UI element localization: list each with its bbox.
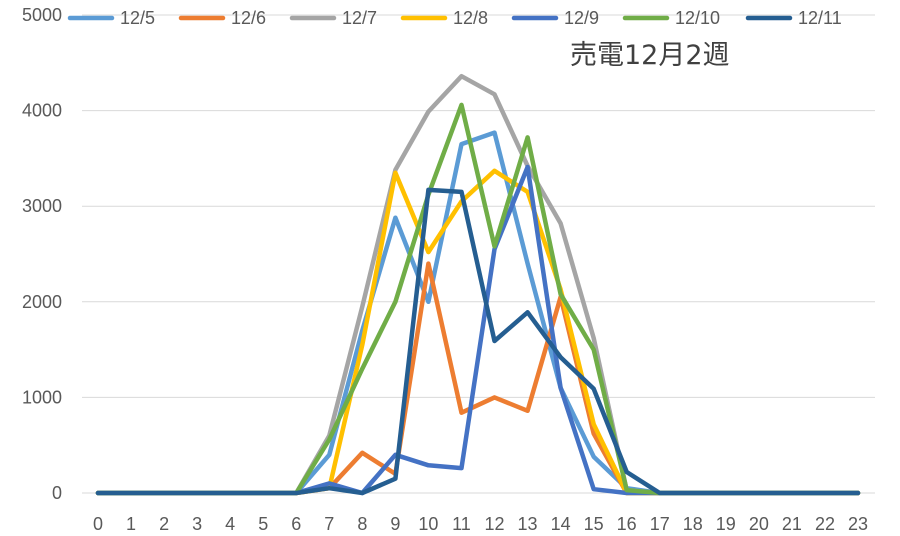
x-tick-label: 1 <box>126 514 136 534</box>
legend-item: 12/5 <box>67 8 155 28</box>
x-tick-label: 12 <box>485 514 505 534</box>
x-tick-label: 5 <box>258 514 268 534</box>
legend-label: 12/7 <box>342 8 377 28</box>
legend-item: 12/7 <box>289 8 377 28</box>
series-line-12-8 <box>95 168 861 496</box>
x-tick-label: 19 <box>716 514 736 534</box>
legend-label: 12/5 <box>120 8 155 28</box>
x-tick-label: 8 <box>357 514 367 534</box>
x-axis: 0 1 2 3 4 5 6 7 8 9 10 11 12 13 14 15 16 17 18 19 20 21 22 23 <box>93 514 868 534</box>
x-tick-label: 16 <box>617 514 637 534</box>
y-tick-label: 5000 <box>22 5 62 25</box>
y-axis: 0 1000 2000 3000 4000 5000 <box>22 5 62 503</box>
series-line-12-11 <box>95 187 861 496</box>
y-tick-label: 3000 <box>22 196 62 216</box>
x-tick-label: 11 <box>452 514 471 534</box>
x-tick-label: 23 <box>848 514 868 534</box>
x-tick-label: 22 <box>815 514 835 534</box>
y-tick-label: 1000 <box>22 387 62 407</box>
legend-label: 12/10 <box>675 8 720 28</box>
chart-title: 売電12月2週 <box>570 40 730 71</box>
legend-label: 12/11 <box>798 8 842 28</box>
x-tick-label: 9 <box>390 514 400 534</box>
x-tick-label: 6 <box>291 514 301 534</box>
legend-item: 12/8 <box>400 8 488 28</box>
legend-item: 12/11 <box>745 8 842 28</box>
series-line-12-6 <box>95 261 861 496</box>
x-tick-label: 10 <box>418 514 438 534</box>
series-line-12-10 <box>95 102 861 496</box>
x-tick-label: 7 <box>324 514 334 534</box>
legend-item: 12/10 <box>622 8 720 28</box>
y-tick-label: 2000 <box>22 292 62 312</box>
legend-label: 12/9 <box>564 8 599 28</box>
x-tick-label: 0 <box>93 514 103 534</box>
legend-item: 12/9 <box>511 8 599 28</box>
x-tick-label: 15 <box>584 514 604 534</box>
legend: 12/5 12/6 12/7 12/8 12/9 12/10 12/11 <box>67 8 842 28</box>
x-tick-label: 20 <box>749 514 769 534</box>
x-tick-label: 13 <box>518 514 538 534</box>
x-tick-label: 3 <box>192 514 202 534</box>
legend-label: 12/8 <box>453 8 488 28</box>
y-tick-label: 0 <box>52 483 62 503</box>
x-tick-label: 14 <box>551 514 571 534</box>
y-tick-label: 4000 <box>22 101 62 121</box>
series-lines <box>95 73 861 496</box>
x-tick-label: 21 <box>782 514 802 534</box>
x-tick-label: 2 <box>159 514 169 534</box>
x-tick-label: 18 <box>683 514 703 534</box>
series-line-12-9 <box>95 164 861 496</box>
legend-item: 12/6 <box>178 8 266 28</box>
x-tick-label: 4 <box>225 514 235 534</box>
legend-label: 12/6 <box>231 8 266 28</box>
x-tick-label: 17 <box>650 514 670 534</box>
